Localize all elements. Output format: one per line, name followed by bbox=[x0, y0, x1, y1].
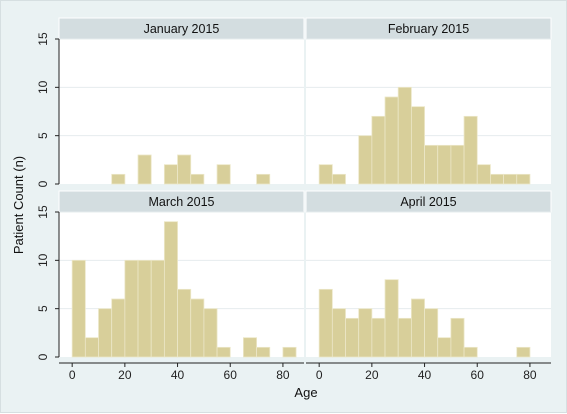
histogram-bar bbox=[424, 308, 439, 358]
histogram-bar bbox=[318, 164, 333, 185]
histogram-bar bbox=[476, 164, 491, 185]
y-tick-label: 10 bbox=[36, 253, 50, 267]
histogram-bar bbox=[111, 173, 126, 185]
panel-title: March 2015 bbox=[148, 195, 214, 209]
histogram-bar bbox=[331, 308, 346, 358]
histogram-bar bbox=[450, 144, 465, 185]
histogram-bar bbox=[331, 173, 346, 185]
y-tick-label: 0 bbox=[36, 180, 50, 187]
histogram-bar bbox=[190, 298, 205, 358]
histogram-bar bbox=[318, 288, 333, 358]
histogram-bar bbox=[463, 346, 478, 358]
histogram-bar bbox=[345, 317, 360, 358]
histogram-bar bbox=[516, 346, 531, 358]
panel: January 2015 0 5 10 15 bbox=[36, 17, 305, 187]
panel: February 2015 bbox=[305, 17, 552, 185]
y-tick-label: 5 bbox=[36, 305, 50, 312]
histogram-bar bbox=[397, 317, 412, 358]
x-tick-label: 0 bbox=[316, 368, 323, 382]
histogram-bar bbox=[371, 317, 386, 358]
y-tick-label: 15 bbox=[36, 205, 50, 219]
y-axis-label: Patient Count (n) bbox=[11, 156, 26, 254]
histogram-bar bbox=[424, 144, 439, 185]
histogram-bar bbox=[384, 96, 399, 185]
histogram-bar bbox=[256, 346, 271, 358]
histogram-bar bbox=[282, 346, 297, 358]
histogram-bar bbox=[437, 337, 452, 358]
x-axis-label: Age bbox=[294, 385, 317, 400]
x-tick-label: 40 bbox=[171, 368, 185, 382]
histogram-bar bbox=[397, 86, 412, 185]
histogram-bar bbox=[190, 173, 205, 185]
histogram-bar bbox=[410, 106, 425, 185]
y-tick-label: 10 bbox=[36, 80, 50, 94]
histogram-bar bbox=[437, 144, 452, 185]
x-tick-label: 20 bbox=[118, 368, 132, 382]
panel: March 2015 0 5 10 15 0 20 40 60 80 bbox=[36, 190, 305, 382]
panel-title: January 2015 bbox=[144, 22, 220, 36]
histogram-bar bbox=[516, 173, 531, 185]
panel-title: February 2015 bbox=[388, 22, 469, 36]
histogram-bar bbox=[503, 173, 518, 185]
histogram-bar bbox=[111, 298, 126, 358]
histogram-bar bbox=[371, 115, 386, 185]
histogram-bar bbox=[358, 135, 373, 185]
y-tick-label: 5 bbox=[36, 132, 50, 139]
histogram-bar bbox=[150, 259, 165, 358]
panel-title: April 2015 bbox=[400, 195, 456, 209]
histogram-bar bbox=[137, 259, 152, 358]
histogram-bar bbox=[216, 346, 231, 358]
histogram-bar bbox=[203, 308, 218, 358]
histogram-bar bbox=[490, 173, 504, 185]
x-tick-label: 40 bbox=[418, 368, 432, 382]
histogram-bar bbox=[243, 337, 257, 358]
histogram-bar bbox=[450, 317, 465, 358]
panel: April 2015 0 20 40 60 80 bbox=[305, 190, 552, 382]
histogram-bar bbox=[84, 337, 99, 358]
histogram-bar bbox=[98, 308, 113, 358]
y-tick-label: 0 bbox=[36, 353, 50, 360]
histogram-bar bbox=[71, 259, 86, 358]
x-tick-label: 80 bbox=[523, 368, 537, 382]
x-tick-label: 20 bbox=[365, 368, 379, 382]
y-tick-label: 15 bbox=[36, 32, 50, 46]
histogram-bar bbox=[137, 154, 152, 185]
histogram-bar bbox=[410, 298, 425, 358]
histogram-bar bbox=[124, 259, 139, 358]
histogram-bar bbox=[177, 288, 192, 358]
histogram-bar bbox=[163, 221, 178, 358]
x-tick-label: 80 bbox=[276, 368, 290, 382]
x-tick-label: 60 bbox=[471, 368, 485, 382]
histogram-bar bbox=[384, 279, 399, 358]
histogram-bar bbox=[163, 164, 178, 185]
histogram-bar bbox=[216, 164, 231, 185]
histogram-bar bbox=[463, 115, 478, 185]
histogram-bar bbox=[177, 154, 192, 185]
histogram-bar bbox=[358, 308, 373, 358]
x-tick-label: 60 bbox=[224, 368, 238, 382]
histogram-bar bbox=[256, 173, 271, 185]
x-tick-label: 0 bbox=[69, 368, 76, 382]
